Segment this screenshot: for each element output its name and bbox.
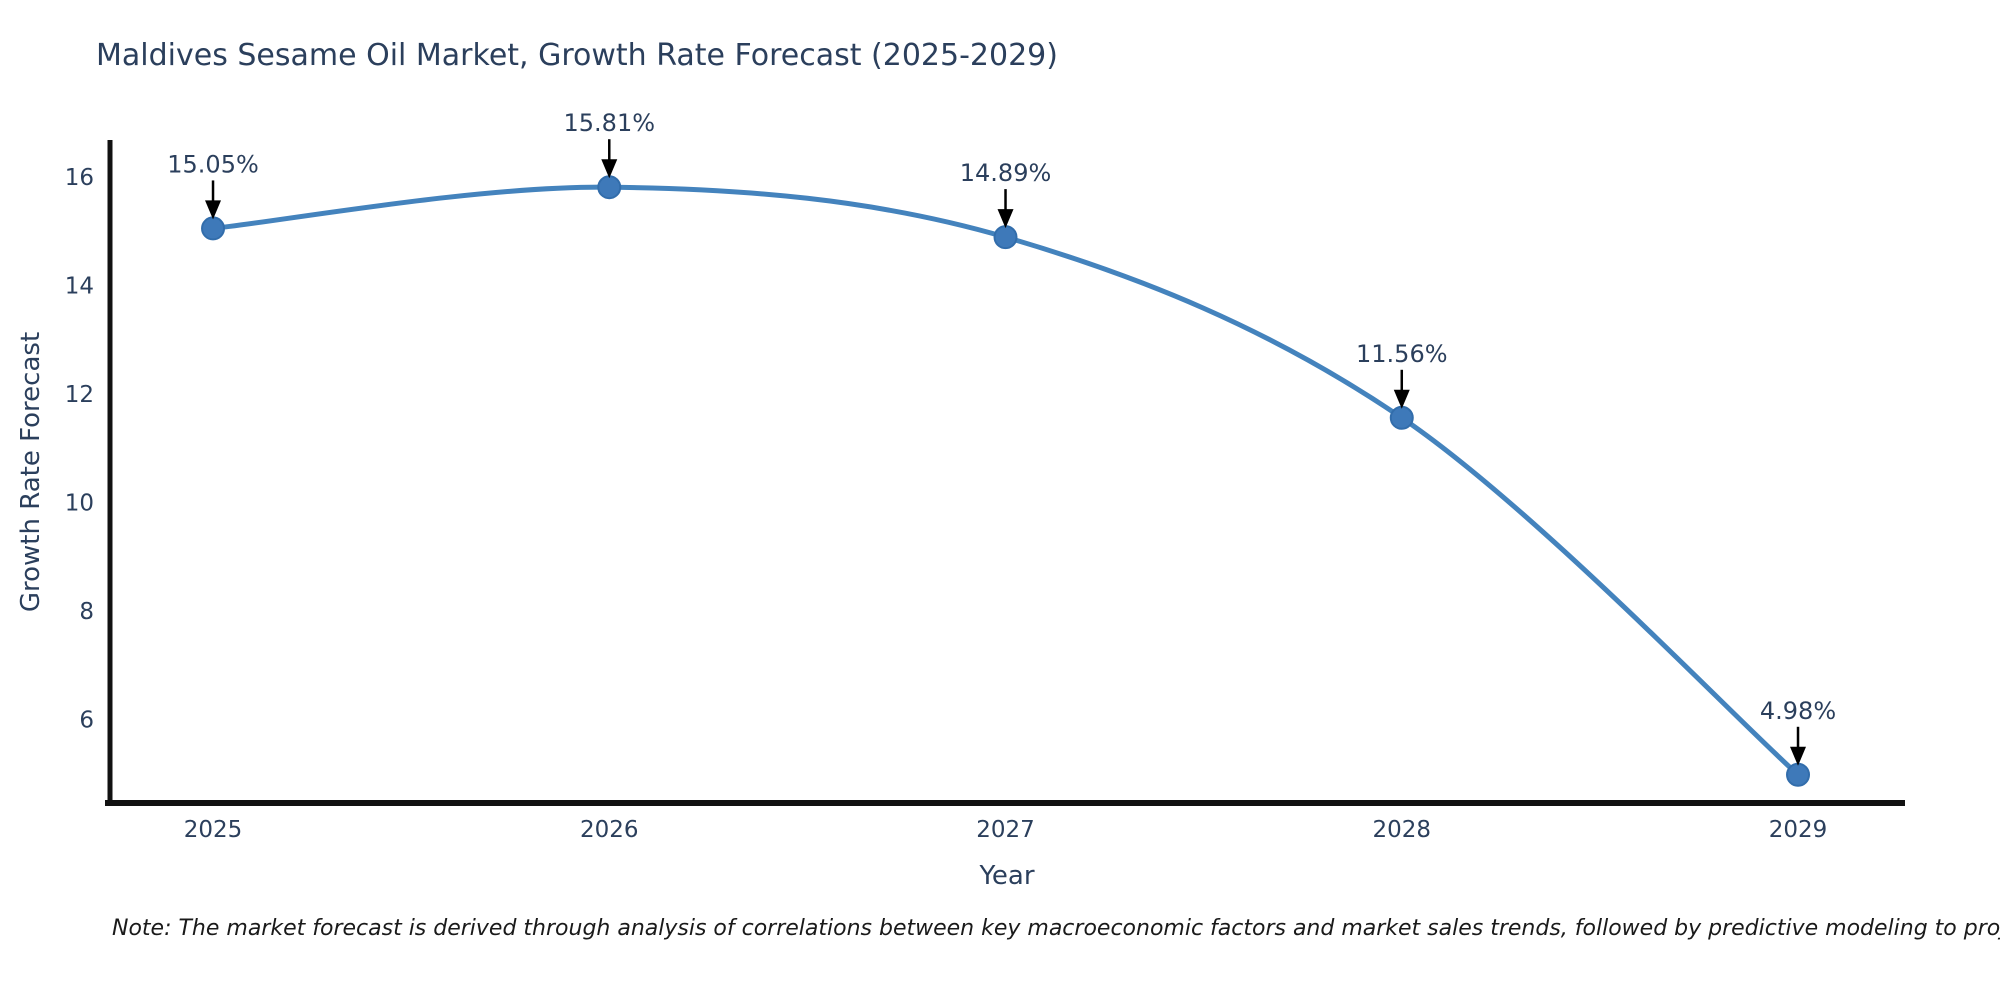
- annotation-label: 14.89%: [960, 159, 1052, 187]
- annotation-label: 15.05%: [167, 150, 259, 178]
- x-tick-label: 2025: [184, 817, 243, 843]
- annotation-arrow-head: [205, 200, 222, 220]
- data-point-marker: [1786, 762, 1811, 787]
- data-point-marker: [597, 175, 622, 200]
- annotation-arrow-head: [1393, 389, 1410, 409]
- y-tick-label: 12: [65, 382, 94, 408]
- x-tick-label: 2026: [580, 817, 639, 843]
- y-tick-label: 10: [65, 490, 94, 516]
- annotation-label: 15.81%: [564, 109, 656, 137]
- y-tick-label: 8: [79, 599, 94, 625]
- y-tick-label: 6: [79, 707, 94, 733]
- chart-title: Maldives Sesame Oil Market, Growth Rate …: [96, 38, 1058, 73]
- series-line: [210, 184, 1801, 778]
- annotation-arrow-head: [997, 209, 1014, 229]
- data-point-marker: [1389, 405, 1414, 430]
- data-point-marker: [201, 216, 226, 241]
- footnote: Note: The market forecast is derived thr…: [112, 916, 2000, 941]
- x-tick-label: 2029: [1769, 817, 1828, 843]
- annotation-arrow-head: [601, 159, 618, 179]
- annotation-arrow-head: [1790, 746, 1807, 766]
- x-axis-title: Year: [979, 861, 1035, 891]
- y-axis-title: Growth Rate Forecast: [16, 331, 46, 613]
- annotation-label: 11.56%: [1356, 340, 1448, 368]
- x-tick-label: 2028: [1372, 817, 1431, 843]
- x-tick-label: 2027: [976, 817, 1035, 843]
- y-tick-label: 14: [65, 273, 94, 299]
- y-tick-label: 16: [65, 165, 94, 191]
- annotation-label: 4.98%: [1760, 697, 1836, 725]
- data-point-marker: [993, 225, 1018, 250]
